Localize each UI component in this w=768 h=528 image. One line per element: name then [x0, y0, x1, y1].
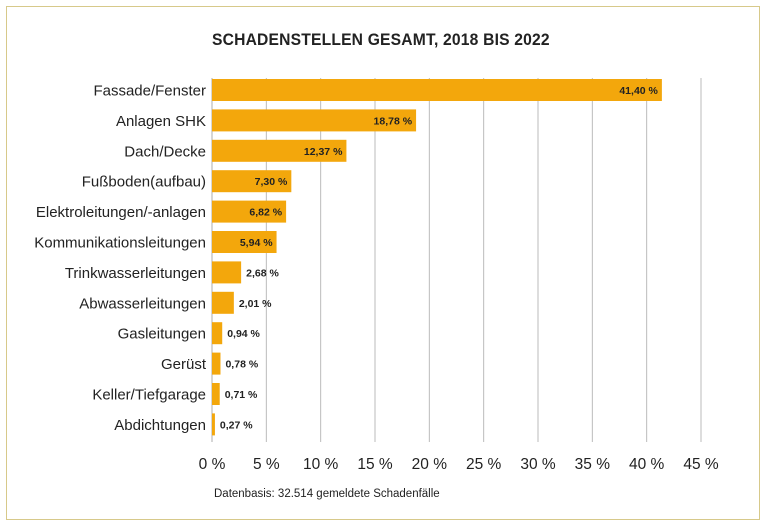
value-label-7: 2,01 %	[239, 298, 272, 310]
bar-0	[212, 79, 662, 101]
value-label-0: 41,40 %	[619, 85, 658, 97]
bar-9	[212, 352, 221, 375]
value-label-1: 18,78 %	[374, 115, 413, 127]
bar-1	[212, 109, 417, 132]
category-label-0: Fassade/Fenster	[93, 83, 206, 100]
x-tick-label-45: 45 %	[683, 456, 719, 473]
bar-4	[212, 200, 287, 223]
category-label-2: Dach/Decke	[124, 143, 206, 160]
category-label-11: Abdichtungen	[114, 417, 206, 434]
category-label-6: Trinkwasserleitungen	[65, 265, 206, 282]
category-label-5: Kommunikationsleitungen	[34, 235, 206, 252]
bar-11	[212, 413, 215, 436]
value-label-5: 5,94 %	[240, 237, 273, 249]
bar-3	[212, 170, 292, 193]
category-label-10: Keller/Tiefgarage	[92, 387, 206, 404]
category-label-8: Gasleitungen	[118, 326, 206, 343]
x-tick-label-10: 10 %	[303, 456, 339, 473]
bar-8	[212, 322, 223, 345]
x-tick-label-20: 20 %	[412, 456, 448, 473]
x-tick-label-0: 0 %	[199, 456, 226, 473]
value-label-8: 0,94 %	[227, 328, 260, 340]
chart-footnote: Datenbasis: 32.514 gemeldete Schadenfäll…	[214, 488, 440, 500]
x-tick-label-30: 30 %	[520, 456, 556, 473]
x-tick-label-25: 25 %	[466, 456, 502, 473]
category-label-3: Fußboden(aufbau)	[82, 174, 206, 191]
x-tick-label-5: 5 %	[253, 456, 280, 473]
bar-6	[212, 261, 242, 284]
value-label-3: 7,30 %	[255, 176, 288, 188]
value-label-6: 2,68 %	[246, 267, 279, 279]
value-label-11: 0,27 %	[220, 419, 253, 431]
bar-2	[212, 139, 347, 162]
x-tick-label-35: 35 %	[575, 456, 611, 473]
value-label-10: 0,71 %	[225, 389, 258, 401]
category-label-4: Elektroleitungen/-anlagen	[36, 204, 206, 221]
category-label-9: Gerüst	[161, 356, 207, 373]
bar-10	[212, 383, 220, 405]
value-label-2: 12,37 %	[304, 146, 343, 158]
chart-title: SCHADENSTELLEN GESAMT, 2018 BIS 2022	[212, 30, 550, 49]
value-label-4: 6,82 %	[249, 207, 282, 219]
x-tick-label-15: 15 %	[357, 456, 393, 473]
bar-7	[212, 291, 234, 314]
x-tick-label-40: 40 %	[629, 456, 665, 473]
value-label-9: 0,78 %	[225, 359, 258, 371]
category-label-7: Abwasserleitungen	[79, 295, 206, 312]
bar-5	[212, 231, 277, 253]
category-label-1: Anlagen SHK	[116, 113, 206, 130]
